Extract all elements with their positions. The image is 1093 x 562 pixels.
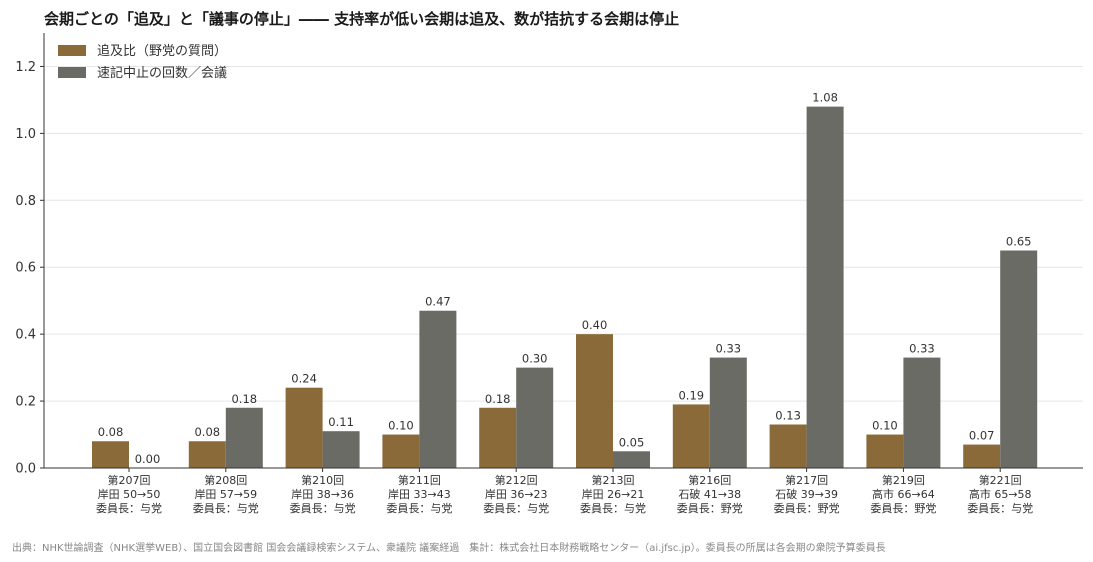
- x-tick-label: 第221回: [979, 473, 1022, 487]
- x-tick-label: 高市 66→64: [872, 487, 935, 501]
- bar: [92, 441, 129, 468]
- x-tick-label: 委員長：与党: [96, 502, 162, 515]
- x-tick-label: 委員長：野党: [677, 502, 743, 515]
- bar-chart: 0.08 0.00 0.08 0.18 0.24 0.11 0.10 0.47 0.18 0.30…: [15, 33, 1083, 515]
- legend-label: 速記中止の回数／会議: [97, 65, 227, 81]
- bar: [963, 444, 1001, 468]
- data-label: 0.10: [388, 419, 414, 433]
- x-tick-label: 委員長：与党: [386, 502, 452, 515]
- data-label: 0.00: [135, 452, 161, 466]
- bar: [769, 424, 807, 468]
- x-tick-label: 委員長：与党: [193, 502, 259, 515]
- bar: [672, 404, 710, 468]
- x-tick-label: 岸田 36→23: [485, 488, 548, 501]
- axes: [43, 33, 1083, 469]
- data-label: 0.33: [715, 342, 741, 356]
- data-label: 0.19: [678, 388, 704, 402]
- bar: [382, 434, 420, 468]
- x-tick-label: 委員長：与党: [580, 502, 646, 515]
- legend-swatch: [58, 45, 86, 56]
- x-tick-label: 委員長：野党: [774, 502, 840, 515]
- bar: [285, 387, 323, 468]
- bar: [613, 451, 650, 468]
- x-tick-label: 委員長：与党: [967, 502, 1033, 515]
- data-label: 1.08: [812, 91, 838, 105]
- source-footer: 出典：NHK世論調査（NHK選挙WEB）、国立国会図書館 国会会議録検索システム…: [12, 543, 886, 554]
- bars: [92, 106, 1038, 468]
- bar: [576, 334, 613, 468]
- data-label: 0.18: [485, 392, 511, 406]
- data-label: 0.05: [619, 435, 645, 449]
- data-label: 0.10: [872, 419, 898, 433]
- data-label: 0.47: [425, 295, 451, 309]
- data-label: 0.33: [909, 342, 935, 356]
- bar: [419, 310, 457, 468]
- x-tick-label: 岸田 57→59: [194, 488, 257, 501]
- bar: [709, 357, 747, 468]
- x-tick-label: 第217回: [785, 473, 828, 487]
- x-tick-label: 高市 65→58: [969, 487, 1032, 501]
- legend-label: 追及比（野党の質問）: [97, 43, 227, 59]
- x-tick-label: 岸田 38→36: [291, 488, 354, 501]
- legend: 追及比（野党の質問） 速記中止の回数／会議: [58, 43, 227, 81]
- x-tick-label: 第210回: [301, 473, 344, 487]
- legend-swatch: [58, 67, 86, 78]
- x-tick-label: 委員長：与党: [483, 502, 549, 515]
- bar: [806, 106, 844, 468]
- bar: [188, 441, 226, 468]
- data-label: 0.11: [328, 415, 354, 429]
- x-tick-label: 第219回: [882, 473, 925, 487]
- y-tick-labels: 0.0 0.2 0.4 0.6 0.8 1.0 1.2: [15, 60, 44, 477]
- bar: [903, 357, 941, 468]
- y-tick-label: 0.8: [15, 194, 36, 209]
- y-tick-label: 0.2: [15, 395, 36, 410]
- x-tick-label: 岸田 33→43: [388, 488, 451, 501]
- chart-title: 会期ごとの「追及」と「議事の停止」―― 支持率が低い会期は追及、数が拮抗する会期…: [44, 10, 680, 28]
- x-tick-label: 岸田 50→50: [98, 488, 161, 501]
- data-label: 0.08: [98, 425, 124, 439]
- x-tick-label: 第212回: [495, 473, 538, 487]
- y-tick-label: 0.4: [15, 328, 36, 343]
- x-tick-label: 委員長：野党: [870, 502, 936, 515]
- y-tick-label: 0.0: [15, 462, 36, 477]
- x-tick-label: 第213回: [592, 473, 635, 487]
- bar: [225, 407, 263, 468]
- x-tick-label: 石破 39→39: [775, 487, 838, 501]
- x-tick-label: 第216回: [688, 473, 731, 487]
- data-label: 0.40: [582, 318, 608, 332]
- data-label: 0.13: [775, 409, 801, 423]
- x-tick-label: 第211回: [398, 473, 441, 487]
- x-tick-label: 第207回: [108, 473, 151, 487]
- value-labels: 0.08 0.00 0.08 0.18 0.24 0.11 0.10 0.47 0.18 0.30…: [98, 91, 1032, 466]
- data-label: 0.30: [522, 352, 548, 366]
- data-label: 0.07: [969, 429, 995, 443]
- bar: [866, 434, 904, 468]
- data-label: 0.08: [194, 425, 220, 439]
- data-label: 0.18: [231, 392, 257, 406]
- y-tick-label: 1.0: [15, 127, 36, 142]
- data-label: 0.65: [1006, 235, 1032, 249]
- x-tick-label: 委員長：与党: [290, 502, 356, 515]
- bar: [516, 367, 554, 468]
- x-tick-label: 第208回: [204, 473, 247, 487]
- data-label: 0.24: [291, 372, 317, 386]
- bar: [479, 407, 517, 468]
- bar: [322, 431, 360, 468]
- bar: [1000, 250, 1038, 468]
- x-tick-label: 岸田 26→21: [582, 488, 645, 501]
- y-tick-label: 1.2: [15, 60, 36, 75]
- x-tick-label: 石破 41→38: [678, 487, 741, 501]
- y-tick-label: 0.6: [15, 261, 36, 276]
